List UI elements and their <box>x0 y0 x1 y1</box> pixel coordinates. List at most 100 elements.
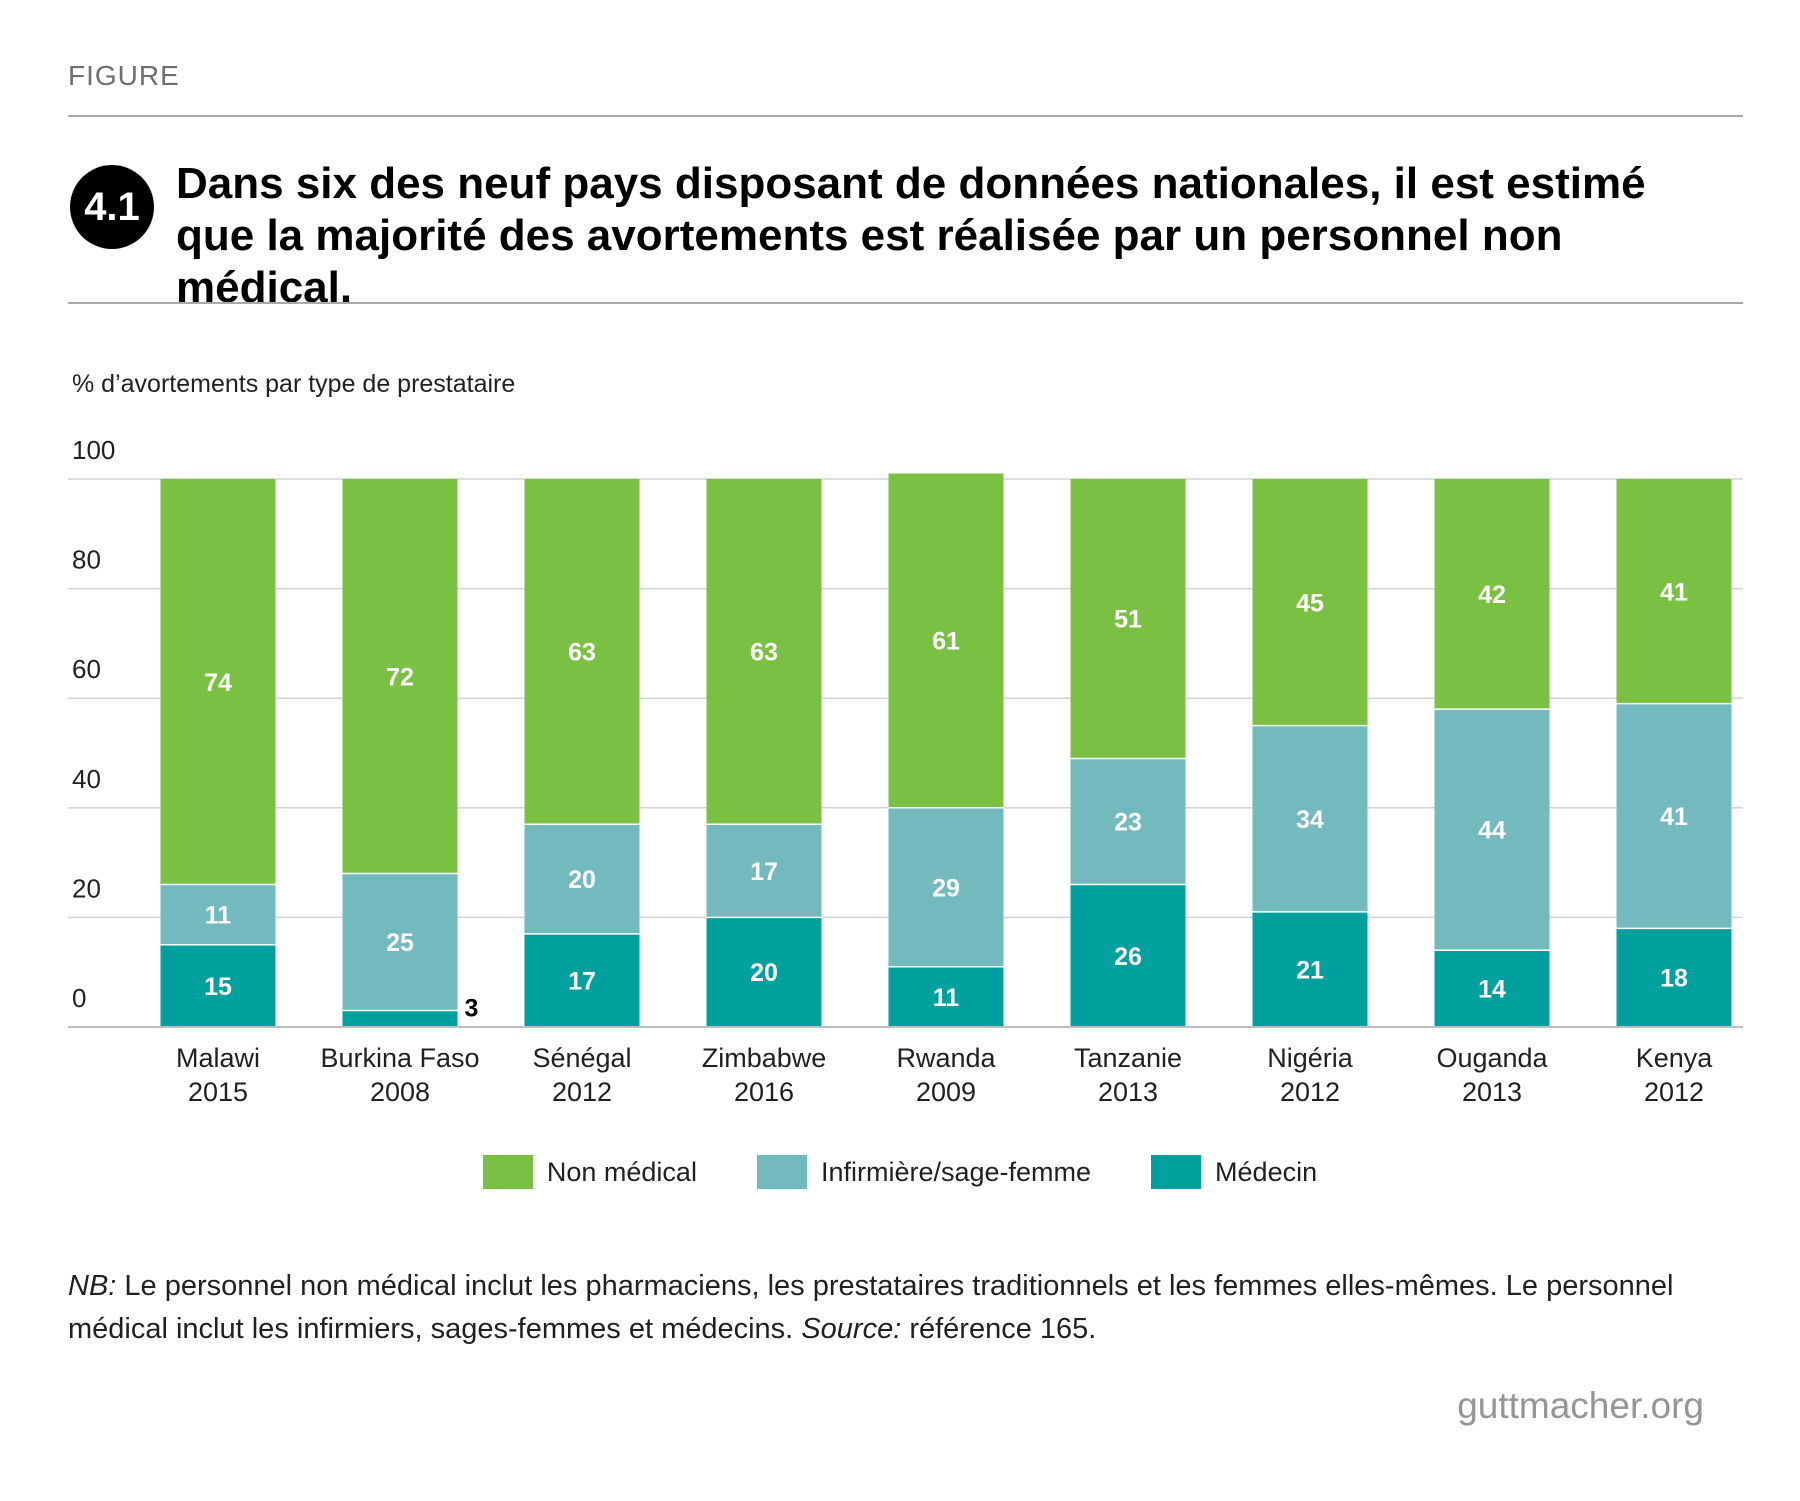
note-nb-text: Le personnel non médical inclut les phar… <box>68 1270 1674 1345</box>
note-source-text: référence 165. <box>901 1313 1097 1345</box>
bar-segment <box>1252 479 1368 726</box>
stacked-bar-chart: 0 20 40 60 80 100 15 11 74 Malawi 2015 3 25 72 Burkina… <box>68 435 1743 1107</box>
bar-segment <box>342 479 458 874</box>
bar-segment <box>1434 950 1550 1027</box>
chart-title: Dans six des neuf pays disposant de donn… <box>176 159 1646 312</box>
title-divider <box>68 302 1743 304</box>
bar-segment <box>888 473 1004 808</box>
x-tick-label-year: 2016 <box>734 1077 794 1107</box>
y-axis-label: % d’avortements par type de prestataire <box>72 370 516 398</box>
bar-segment <box>1070 479 1186 759</box>
figure-eyebrow: FIGURE <box>68 60 180 91</box>
bar-segment <box>524 479 640 825</box>
data-label: 11 <box>205 902 232 930</box>
data-label: 63 <box>750 639 778 667</box>
data-label: 23 <box>1114 809 1142 837</box>
data-label: 45 <box>1296 589 1324 617</box>
data-label: 61 <box>932 628 960 656</box>
bar-segment <box>888 966 1004 1027</box>
legend-item-doctor: Médecin <box>1151 1155 1317 1189</box>
bar-segment <box>160 479 276 885</box>
legend-item-nurse-midwife: Infirmière/sage-femme <box>756 1155 1092 1189</box>
bar-segment <box>524 933 640 1027</box>
bar-segment <box>706 917 822 1027</box>
data-label: 72 <box>386 663 414 691</box>
bar-segment <box>1070 884 1186 1027</box>
bar-segment <box>1434 479 1550 710</box>
bar-segment <box>1616 479 1732 704</box>
bar-segment <box>1252 911 1368 1027</box>
legend-swatch-nurse-midwife <box>756 1155 807 1189</box>
bar-segment <box>706 479 822 825</box>
data-label: 29 <box>932 874 960 902</box>
x-tick-label-year: 2008 <box>370 1077 430 1107</box>
legend-swatch-doctor <box>1151 1155 1202 1189</box>
data-label: 74 <box>204 669 232 697</box>
x-tick-label-year: 2013 <box>1098 1077 1158 1107</box>
bar-segment <box>1070 758 1186 885</box>
top-divider <box>68 115 1743 117</box>
x-tick-label-year: 2012 <box>1644 1077 1704 1107</box>
x-tick-label-country: Ouganda <box>1436 1043 1548 1073</box>
data-label: 20 <box>568 866 596 894</box>
x-tick-label-country: Burkina Faso <box>320 1043 479 1073</box>
y-tick-label: 20 <box>72 873 101 903</box>
x-tick-label-country: Kenya <box>1636 1043 1714 1073</box>
chart-note: NB: Le personnel non médical inclut les … <box>68 1265 1758 1351</box>
x-tick-label-country: Rwanda <box>896 1043 996 1073</box>
data-label: 34 <box>1296 806 1324 834</box>
data-label: 14 <box>1478 976 1506 1004</box>
bar-segment <box>1616 703 1732 929</box>
y-tick-label: 0 <box>72 983 86 1013</box>
data-label: 15 <box>204 973 232 1001</box>
chart-legend: Non médical Infirmière/sage-femme Médeci… <box>0 1155 1800 1189</box>
data-label: 18 <box>1660 965 1688 993</box>
data-label: 41 <box>1660 803 1688 831</box>
x-tick-label-year: 2015 <box>188 1077 248 1107</box>
data-label: 42 <box>1478 581 1506 609</box>
y-tick-label: 80 <box>72 545 101 575</box>
data-label: 41 <box>1660 578 1688 606</box>
legend-item-non-medical: Non médical <box>482 1155 697 1189</box>
data-label: 25 <box>386 929 414 957</box>
data-label: 63 <box>568 639 596 667</box>
y-tick-label: 40 <box>72 764 101 794</box>
x-tick-label-year: 2009 <box>916 1077 976 1107</box>
x-tick-label-country: Malawi <box>176 1043 260 1073</box>
legend-swatch-non-medical <box>482 1155 533 1189</box>
data-label: 17 <box>750 858 778 886</box>
note-nb-label: NB: <box>68 1270 117 1302</box>
y-tick-label: 100 <box>72 435 115 465</box>
data-label: 51 <box>1114 606 1142 634</box>
legend-label-non-medical: Non médical <box>546 1156 697 1187</box>
brand-url: guttmacher.org <box>1457 1385 1704 1426</box>
y-tick-label: 60 <box>72 654 101 684</box>
x-tick-label-country: Nigéria <box>1267 1043 1354 1073</box>
data-label: 21 <box>1296 956 1324 984</box>
data-label: 11 <box>933 984 960 1012</box>
bar-segment <box>1616 928 1732 1027</box>
data-label: 44 <box>1478 817 1506 845</box>
bar-segment <box>160 944 276 1027</box>
figure-number-badge: 4.1 <box>70 165 154 249</box>
x-tick-label-year: 2013 <box>1462 1077 1522 1107</box>
data-label: 26 <box>1114 943 1142 971</box>
bar-segment <box>706 824 822 918</box>
x-tick-label-year: 2012 <box>552 1077 612 1107</box>
x-tick-label-country: Sénégal <box>532 1043 631 1073</box>
x-tick-label-year: 2012 <box>1280 1077 1340 1107</box>
bar-segment <box>342 1010 458 1027</box>
x-tick-label-country: Zimbabwe <box>702 1043 827 1073</box>
note-source-label: Source: <box>801 1313 902 1345</box>
bar-segment <box>524 824 640 934</box>
x-tick-label-country: Tanzanie <box>1074 1043 1182 1073</box>
legend-label-nurse-midwife: Infirmière/sage-femme <box>820 1156 1092 1187</box>
bar-segment <box>1434 709 1550 951</box>
legend-label-doctor: Médecin <box>1215 1156 1318 1187</box>
data-label: 20 <box>750 959 778 987</box>
data-label: 3 <box>465 995 479 1023</box>
bar-segment <box>342 873 458 1011</box>
bar-segment <box>888 807 1004 967</box>
bar-segment <box>160 884 276 945</box>
bar-segment <box>1252 725 1368 912</box>
